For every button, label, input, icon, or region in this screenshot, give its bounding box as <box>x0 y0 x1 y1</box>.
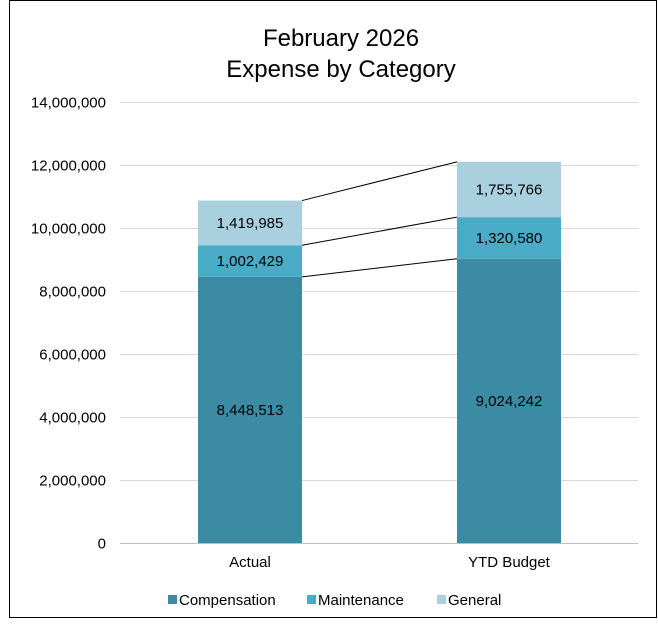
data-labels: 8,448,513 1,002,429 1,419,985 9,024,242 1,32… <box>217 181 543 418</box>
bar-general-ytd-budget <box>457 161 561 218</box>
bars <box>198 161 561 543</box>
x-axis: Actual YTD Budget <box>229 554 551 571</box>
data-label: 1,320,580 <box>476 230 543 247</box>
data-label: 1,755,766 <box>476 181 543 198</box>
x-tick-label: Actual <box>229 554 271 571</box>
legend-label: Compensation <box>179 592 276 609</box>
series-line <box>301 161 458 202</box>
data-label: 9,024,242 <box>476 393 543 410</box>
y-tick-label: 14,000,000 <box>31 95 106 112</box>
bar-compensation-ytd-budget <box>457 258 561 543</box>
chart-title-line-2: Expense by Category <box>226 56 455 83</box>
series-line <box>301 258 458 278</box>
data-label: 1,419,985 <box>217 215 284 232</box>
y-tick-label: 0 <box>98 536 106 553</box>
data-label: 1,002,429 <box>217 253 284 270</box>
series-lines <box>301 161 458 278</box>
bar-maintenance-actual <box>198 245 302 277</box>
legend: Compensation Maintenance General <box>168 592 501 609</box>
y-axis: 0 2,000,000 4,000,000 6,000,000 8,000,000 10,… <box>31 95 106 553</box>
x-tick-label: YTD Budget <box>468 554 551 571</box>
legend-swatch <box>437 595 446 604</box>
legend-label: General <box>448 592 501 609</box>
legend-swatch <box>168 595 177 604</box>
y-tick-label: 2,000,000 <box>39 473 106 490</box>
y-tick-label: 10,000,000 <box>31 221 106 238</box>
bar-maintenance-ytd-budget <box>457 217 561 259</box>
chart-title-line-1: February 2026 <box>263 25 419 52</box>
legend-label: Maintenance <box>318 592 404 609</box>
legend-swatch <box>307 595 316 604</box>
y-tick-label: 8,000,000 <box>39 284 106 301</box>
y-tick-label: 12,000,000 <box>31 158 106 175</box>
y-tick-label: 6,000,000 <box>39 347 106 364</box>
y-tick-label: 4,000,000 <box>39 410 106 427</box>
bar-compensation-actual <box>198 276 302 543</box>
series-line <box>301 216 458 246</box>
bar-general-actual <box>198 200 302 246</box>
data-label: 8,448,513 <box>217 402 284 419</box>
